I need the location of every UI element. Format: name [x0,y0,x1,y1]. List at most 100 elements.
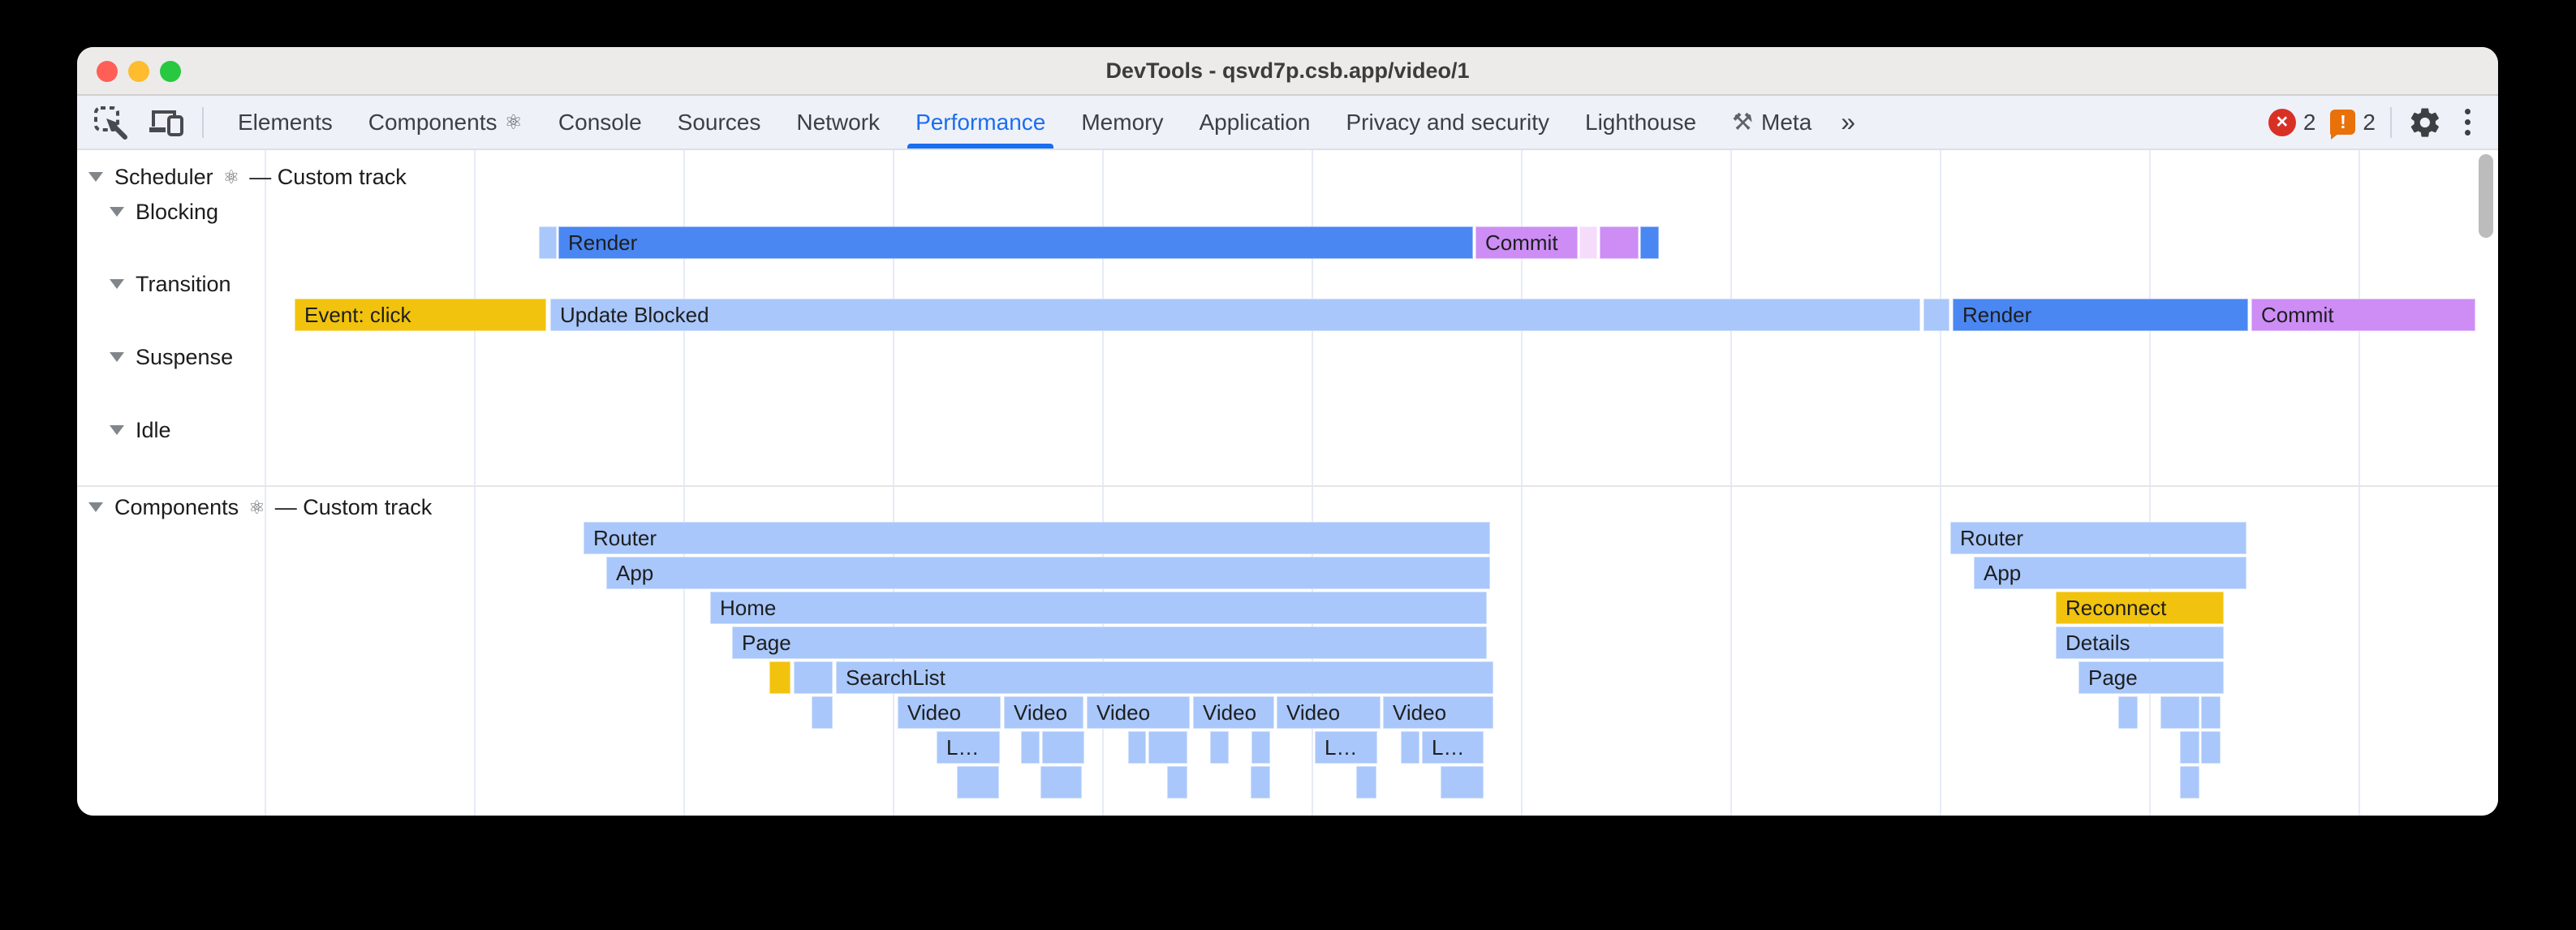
track-lane-transition[interactable]: Transition [110,270,231,298]
flame-bar[interactable] [1148,731,1187,764]
track-header-scheduler[interactable]: Scheduler ⚛ — Custom track [88,163,407,191]
track-label: Idle [136,417,171,442]
flame-bar[interactable] [1579,226,1597,259]
flame-bar-video[interactable]: Video [1193,696,1274,729]
track-lane-suspense[interactable]: Suspense [110,343,233,371]
timeline-gridline [1102,150,1104,816]
tab-elements[interactable]: Elements [220,96,351,149]
flame-bar[interactable] [1167,766,1187,799]
flame-bar[interactable] [1441,766,1484,799]
console-warnings-badge[interactable]: ! 2 [2330,109,2376,140]
more-options-kebab-icon[interactable] [2458,109,2477,136]
tab-memory[interactable]: Memory [1063,96,1181,149]
flame-bar-video[interactable]: Video [1004,696,1083,729]
flame-bar[interactable] [1356,766,1376,799]
flame-bar-router[interactable]: Router [584,522,1490,554]
react-atom-icon: ⚛ [248,496,265,518]
flame-bar-l-[interactable]: L… [1422,731,1484,764]
more-tabs-chevron-icon[interactable]: » [1841,107,1856,136]
flame-bar-render[interactable]: Render [558,226,1473,259]
flame-bar-router[interactable]: Router [1950,522,2246,554]
flame-bar-video[interactable]: Video [898,696,1001,729]
flame-bar[interactable] [1251,766,1270,799]
flame-bar-app[interactable]: App [1974,557,2246,589]
flame-bar-page[interactable]: Page [732,626,1487,659]
flame-bar[interactable] [1128,731,1146,764]
flame-bar-video[interactable]: Video [1087,696,1190,729]
flame-bar-searchlist[interactable]: SearchList [836,661,1493,694]
flame-bar[interactable] [1600,226,1639,259]
tab-meta[interactable]: ⚒ Meta [1714,96,1829,149]
flame-bar-commit[interactable]: Commit [2251,299,2475,331]
flame-bar-commit[interactable]: Commit [1475,226,1578,259]
flame-bar-home[interactable]: Home [710,592,1487,624]
title-bar: DevTools - qsvd7p.csb.app/video/1 [77,47,2498,96]
timeline-gridline [1521,150,1523,816]
vertical-scrollbar-thumb[interactable] [2479,154,2493,238]
flame-bar-l-[interactable]: L… [937,731,1000,764]
tab-components[interactable]: Components ⚛ [351,96,541,149]
flame-bar[interactable] [2118,696,2138,729]
tab-label: Elements [238,109,333,135]
warning-icon: ! [2330,110,2356,140]
track-header-components[interactable]: Components ⚛ — Custom track [88,493,432,521]
timeline-gridline [1312,150,1313,816]
flame-bar-page[interactable]: Page [2078,661,2224,694]
track-lane-idle[interactable]: Idle [110,416,171,444]
flame-bar[interactable] [1210,731,1229,764]
flame-bar-details[interactable]: Details [2056,626,2224,659]
flame-bar[interactable] [1251,731,1270,764]
flame-bar[interactable] [812,696,833,729]
flame-bar[interactable] [539,226,557,259]
flame-bar[interactable] [769,661,790,694]
flame-bar[interactable] [1923,299,1949,331]
track-lane-blocking[interactable]: Blocking [110,198,218,226]
tab-application[interactable]: Application [1181,96,1328,149]
flame-bar[interactable] [1042,731,1084,764]
disclosure-triangle-icon [88,172,103,182]
flame-bar-update-blocked[interactable]: Update Blocked [550,299,1920,331]
tab-performance[interactable]: Performance [898,96,1063,149]
flame-bar[interactable] [2160,696,2199,729]
tab-console[interactable]: Console [541,96,660,149]
flame-bar[interactable] [957,766,999,799]
flame-bar-l-[interactable]: L… [1315,731,1377,764]
tab-label: Privacy and security [1346,109,1550,135]
tab-strip: Elements Components ⚛ Console Sources Network… [220,96,1867,149]
track-label: Components [114,494,239,519]
device-toolbar-icon[interactable] [147,104,184,141]
flame-bar-render[interactable]: Render [1953,299,2248,331]
console-errors-badge[interactable]: × 2 [2268,108,2315,136]
flame-bar-event-click[interactable]: Event: click [295,299,546,331]
warning-count: 2 [2363,109,2376,135]
timeline-gridline [2358,150,2360,816]
devtools-toolbar: Elements Components ⚛ Console Sources Network… [77,96,2498,150]
track-suffix: — Custom track [274,494,433,519]
flame-bar[interactable] [2180,766,2199,799]
tab-lighthouse[interactable]: Lighthouse [1567,96,1714,149]
flame-bar[interactable] [2180,731,2199,764]
flame-bar[interactable] [2201,731,2221,764]
flame-bar[interactable] [794,661,833,694]
flame-bar-video[interactable]: Video [1277,696,1381,729]
flame-bar-video[interactable]: Video [1383,696,1493,729]
close-button[interactable] [97,61,118,82]
tab-network[interactable]: Network [778,96,898,149]
timeline-gridline [893,150,894,816]
tab-sources[interactable]: Sources [660,96,779,149]
flame-bar[interactable] [1021,731,1040,764]
inspect-element-icon[interactable] [92,104,129,141]
timeline-gridline [474,150,476,816]
zoom-button[interactable] [160,61,181,82]
tab-label: Console [558,109,642,135]
tab-privacy-and-security[interactable]: Privacy and security [1328,96,1567,149]
minimize-button[interactable] [128,61,149,82]
flame-bar[interactable] [1640,226,1659,259]
flame-bar[interactable] [1401,731,1419,764]
flame-bar-app[interactable]: App [606,557,1490,589]
flame-bar-reconnect[interactable]: Reconnect [2056,592,2224,624]
settings-gear-icon[interactable] [2406,104,2444,141]
flame-bar[interactable] [1040,766,1082,799]
disclosure-triangle-icon [110,207,124,217]
flame-bar[interactable] [2201,696,2221,729]
